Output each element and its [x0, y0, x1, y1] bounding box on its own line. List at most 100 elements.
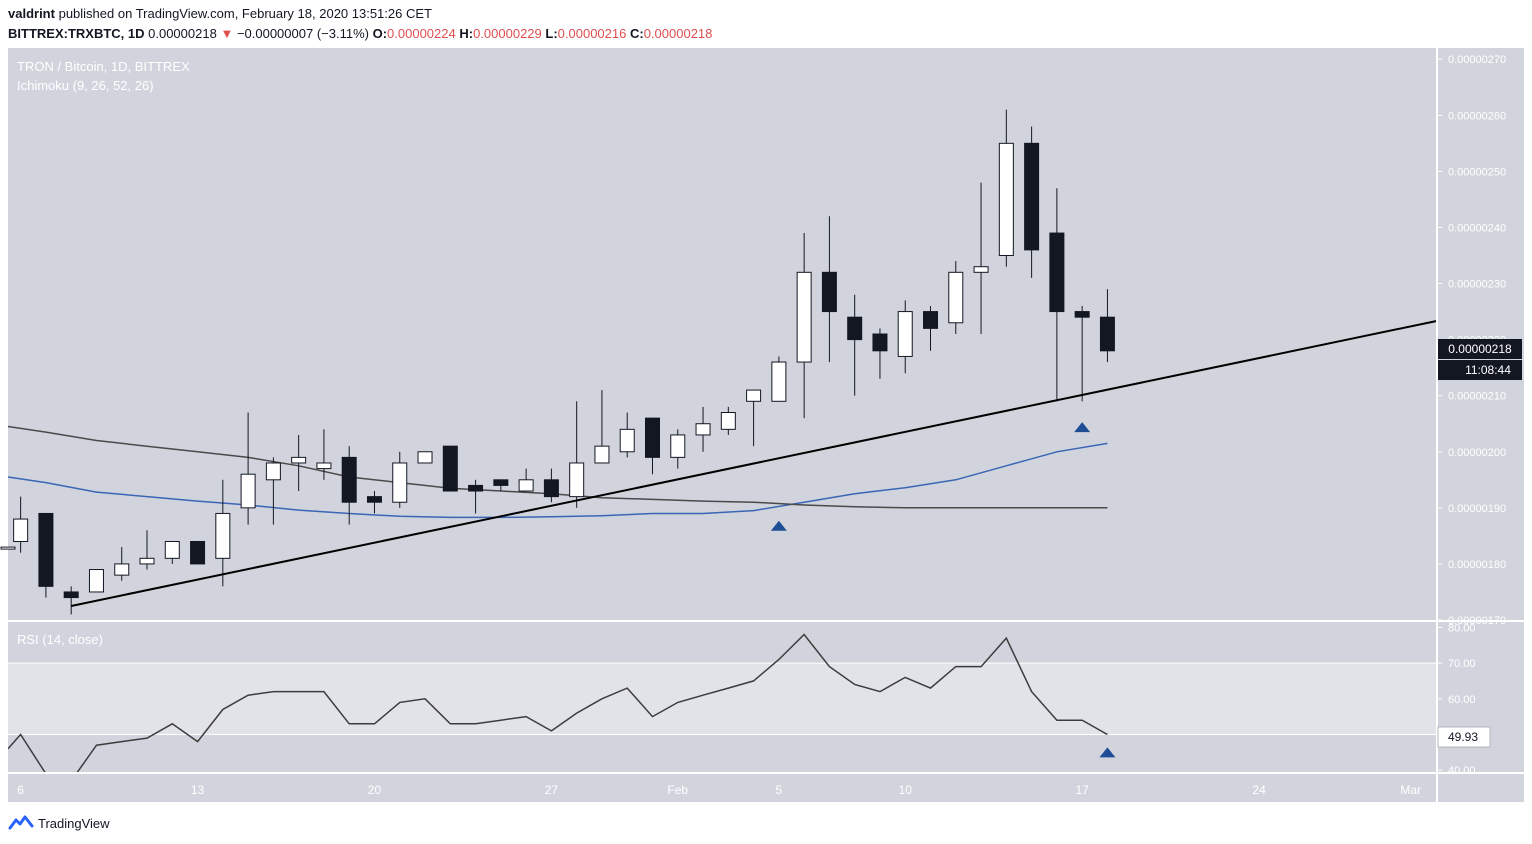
price-tick-label-8: 0.00000190 [1448, 503, 1506, 515]
candle-24 [594, 390, 610, 464]
candle-body [0, 546, 16, 550]
rsi-badge-bg [1437, 726, 1491, 748]
candle-44 [1099, 289, 1115, 363]
candle-body [847, 316, 863, 341]
rsi-series [8, 633, 1108, 772]
candle-16 [392, 451, 408, 508]
candle-body [442, 445, 458, 492]
candle-body [821, 271, 837, 313]
candle-2 [38, 512, 54, 598]
candle-body [695, 423, 711, 436]
candle-7 [164, 540, 180, 564]
candle-body [316, 462, 332, 470]
candle-19 [468, 479, 484, 514]
candle-9 [215, 479, 231, 587]
candle-body [240, 473, 256, 509]
candle-42 [1049, 188, 1065, 402]
countdown-badge-bg [1438, 360, 1522, 380]
time-tick-label-0: 6 [17, 783, 24, 797]
publish-info: published on TradingView.com, February 1… [58, 6, 432, 21]
candle-14 [341, 446, 357, 525]
axis-corner [1438, 774, 1524, 802]
candle-22 [543, 468, 559, 503]
candle-33 [821, 216, 837, 363]
candle-body [164, 540, 180, 559]
candle-body [897, 311, 913, 357]
price-tick-label-3: 0.00000240 [1448, 222, 1506, 234]
candle-11 [265, 457, 281, 525]
trendline[interactable] [70, 320, 1437, 607]
rsi-badge-value: 49.93 [1448, 730, 1478, 744]
candle-body [366, 496, 382, 503]
candle-body [746, 389, 762, 402]
candle-0 [0, 546, 16, 550]
candle-body [796, 271, 812, 363]
candle-body [973, 266, 989, 273]
candle-4 [88, 569, 104, 593]
tradingview-logo-icon [8, 815, 34, 830]
candle-body [771, 361, 787, 402]
candle-body [644, 417, 660, 458]
rsi-up-arrow-marker-0 [1099, 747, 1116, 758]
rsi-legend: RSI (14, close) [17, 632, 103, 647]
candle-39 [973, 182, 989, 334]
candle-body [190, 540, 206, 565]
candle-21 [518, 468, 534, 492]
candle-body [468, 484, 484, 492]
candle-body [1099, 316, 1115, 352]
candle-29 [720, 406, 736, 435]
candle-1 [13, 496, 29, 553]
candle-body [392, 462, 408, 503]
author-name[interactable]: valdrint [8, 6, 55, 21]
candle-body [1024, 142, 1040, 251]
markers [770, 422, 1116, 758]
candle-20 [493, 479, 509, 492]
ohlc-line: BITTREX:TRXBTC, 1D 0.00000218 ▼ −0.00000… [8, 26, 712, 41]
price-tick-label-10: 0.00000170 [1448, 615, 1506, 627]
time-tick-label-2: 20 [368, 783, 382, 797]
candle-27 [670, 429, 686, 469]
candle-body [417, 451, 433, 464]
candle-body [518, 479, 534, 492]
time-axis-background [8, 774, 1436, 802]
candle-30 [746, 389, 762, 447]
price-tick-label-6: 0.00000210 [1448, 391, 1506, 403]
candle-body [1049, 232, 1065, 313]
time-tick-label-9: Mar [1400, 783, 1421, 797]
candle-26 [644, 417, 660, 475]
high-label: H: [459, 26, 474, 41]
open-label: O: [372, 26, 388, 41]
candle-43 [1074, 305, 1090, 402]
candle-body [569, 462, 585, 498]
ichimoku-legend: Ichimoku (9, 26, 52, 26) [17, 78, 154, 93]
footer-brand[interactable]: TradingView [38, 815, 110, 831]
last-price-badge-value: 0.00000218 [1448, 342, 1512, 356]
time-tick-label-5: 5 [776, 783, 783, 797]
up-arrow-marker-0 [770, 520, 787, 531]
rsi-tick-label-2: 60.00 [1448, 694, 1476, 706]
high-value: 0.00000229 [473, 26, 542, 41]
candle-31 [771, 356, 787, 402]
candle-body [670, 434, 686, 458]
time-tick-label-4: Feb [667, 783, 688, 797]
time-tick-label-7: 17 [1075, 783, 1089, 797]
candle-body [139, 557, 155, 565]
last-price-badge: 0.00000218 11:08:44 [1438, 339, 1522, 380]
footer: TradingView [8, 814, 110, 832]
price-tick-label-0: 0.00000270 [1448, 54, 1506, 66]
time-tick-label-3: 27 [545, 783, 559, 797]
candle-body [948, 271, 964, 324]
candle-5 [114, 547, 130, 581]
price-tick-label-4: 0.00000230 [1448, 279, 1506, 291]
time-axis: 6 13 20 27 Feb 5 10 17 24 Mar [17, 783, 1421, 797]
candle-12 [291, 434, 307, 492]
candle-23 [569, 401, 585, 508]
candle-37 [923, 305, 939, 351]
close-value: 0.00000218 [643, 26, 713, 41]
rsi-band [8, 663, 1436, 735]
candle-body [265, 462, 281, 481]
price-tick-label-9: 0.00000180 [1448, 559, 1506, 571]
candle-body [619, 428, 635, 453]
time-tick-label-1: 13 [191, 783, 205, 797]
